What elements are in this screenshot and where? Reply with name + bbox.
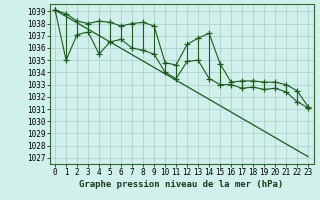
X-axis label: Graphe pression niveau de la mer (hPa): Graphe pression niveau de la mer (hPa): [79, 180, 284, 189]
